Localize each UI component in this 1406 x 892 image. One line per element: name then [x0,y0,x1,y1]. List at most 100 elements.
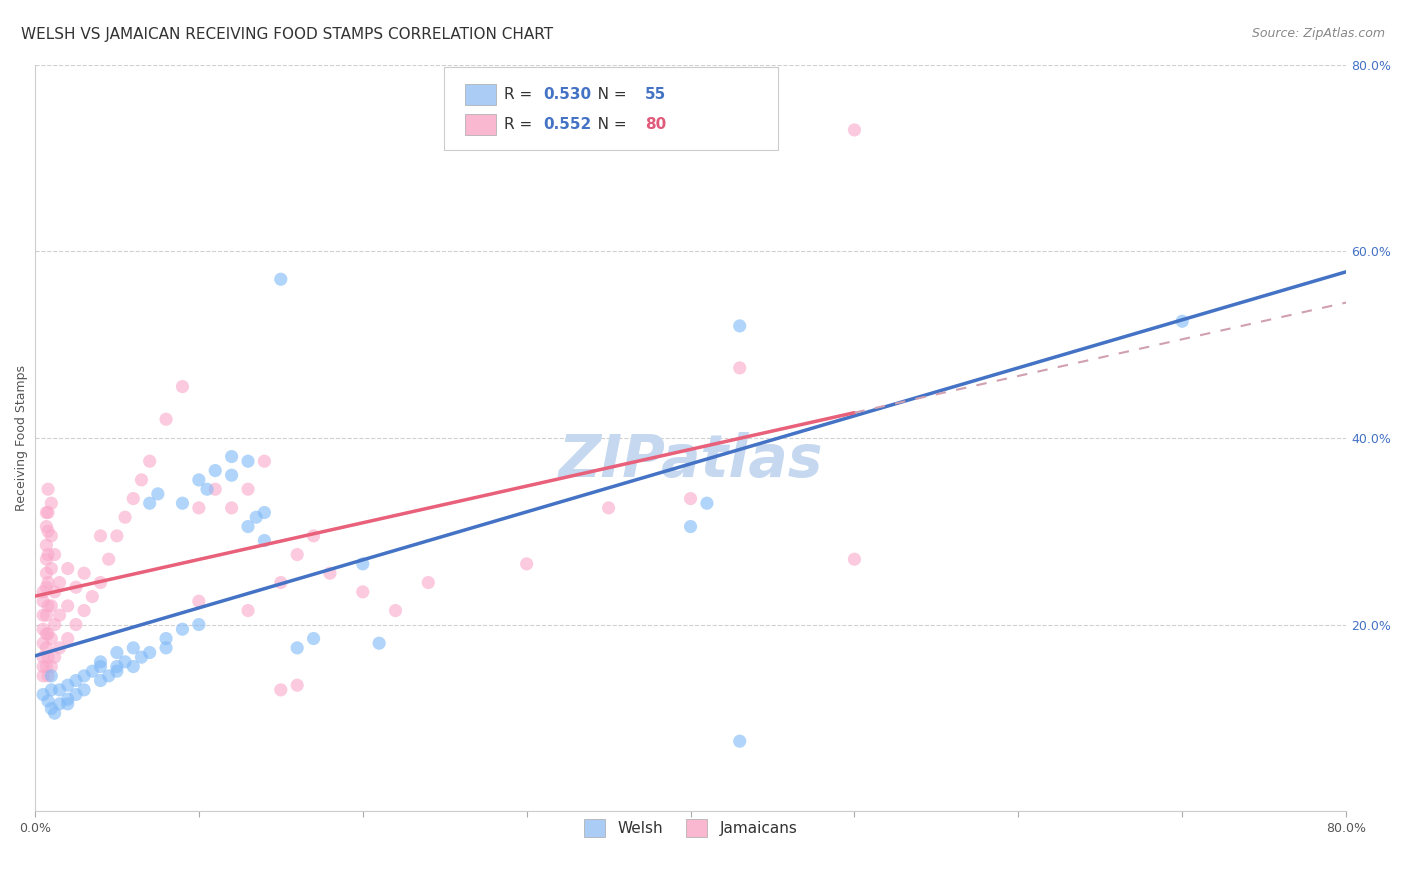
Point [35,552,58,566]
Point [285,678,308,692]
Point [32,608,55,623]
Point [270,272,292,286]
Point [114,510,136,524]
Point [48,608,70,623]
Point [138,646,160,660]
Point [56,678,79,692]
Point [82,664,104,678]
Point [131,473,153,487]
Point [155,632,177,646]
Point [187,617,209,632]
Point [302,529,325,543]
Text: Source: ZipAtlas.com: Source: ZipAtlas.com [1251,27,1385,40]
Point [418,575,440,590]
Point [696,496,718,510]
Point [138,454,160,468]
Point [89,529,111,543]
Point [41,496,63,510]
Point [48,697,70,711]
Point [122,640,145,655]
Point [37,669,59,683]
Point [285,548,308,562]
Point [56,697,79,711]
Point [236,482,259,496]
Point [204,464,226,478]
Point [728,360,751,375]
Point [236,603,259,617]
Legend: Welsh, Jamaicans: Welsh, Jamaicans [576,812,806,845]
Text: WELSH VS JAMAICAN RECEIVING FOOD STAMPS CORRELATION CHART: WELSH VS JAMAICAN RECEIVING FOOD STAMPS … [21,27,553,42]
Point [37,506,59,520]
Point [41,669,63,683]
Point [253,454,276,468]
Point [253,506,276,520]
Point [35,627,58,641]
Point [37,548,59,562]
Point [73,603,96,617]
Point [187,500,209,515]
Point [44,617,66,632]
Point [221,500,243,515]
Point [368,636,391,650]
Point [56,599,79,613]
Text: 0.552: 0.552 [544,117,592,132]
Point [221,450,243,464]
Point [384,603,406,617]
Point [73,669,96,683]
Point [37,650,59,665]
Point [253,533,276,548]
Point [352,557,374,571]
Point [65,617,87,632]
Point [844,123,866,137]
Point [65,580,87,594]
Point [73,566,96,581]
Point [285,640,308,655]
Point [35,566,58,581]
Point [37,575,59,590]
Point [728,318,751,333]
Point [44,548,66,562]
Point [89,655,111,669]
Point [56,632,79,646]
Point [516,557,538,571]
FancyBboxPatch shape [444,67,779,151]
Point [187,473,209,487]
Point [204,482,226,496]
Text: 0.530: 0.530 [544,87,592,102]
Point [105,659,128,673]
Y-axis label: Receiving Food Stamps: Receiving Food Stamps [15,365,28,511]
Text: N =: N = [583,87,631,102]
Point [32,622,55,636]
Point [37,524,59,539]
Point [302,632,325,646]
Point [155,640,177,655]
Point [41,682,63,697]
Point [172,622,194,636]
Point [236,454,259,468]
Point [37,482,59,496]
Point [32,688,55,702]
Point [97,552,120,566]
Point [41,659,63,673]
Point [122,491,145,506]
Point [270,682,292,697]
Point [172,496,194,510]
Point [245,510,267,524]
Point [41,529,63,543]
Point [679,491,702,506]
Point [32,594,55,608]
FancyBboxPatch shape [465,114,496,135]
Point [270,575,292,590]
Point [35,608,58,623]
Point [131,650,153,665]
Point [32,650,55,665]
Point [122,659,145,673]
Point [73,682,96,697]
Point [236,519,259,533]
Text: R =: R = [505,117,537,132]
Point [35,538,58,552]
Point [41,599,63,613]
Point [65,688,87,702]
Point [155,412,177,426]
Text: ZIPatlas: ZIPatlas [558,432,823,489]
